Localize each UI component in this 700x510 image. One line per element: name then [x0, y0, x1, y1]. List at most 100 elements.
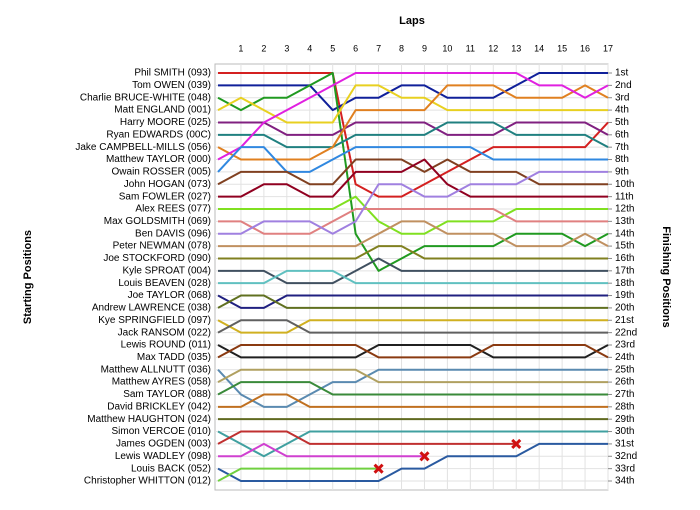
starting-label: Harry MOORE (025) — [120, 117, 211, 128]
driver-line — [218, 121, 609, 149]
y2-tick-label: 20th — [615, 303, 634, 314]
starting-label: Sam FOWLER (027) — [119, 191, 211, 202]
y2-tick-label: 6th — [615, 129, 629, 140]
y2-tick-label: 10th — [615, 179, 634, 190]
y2-tick-label: 8th — [615, 154, 629, 165]
y2-tick-label: 30th — [615, 426, 634, 437]
retired-marker — [373, 463, 384, 474]
y2-tick-label: 17th — [615, 265, 634, 276]
x-tick-label: 15 — [557, 43, 567, 53]
x-tick-label: 2 — [261, 43, 266, 53]
starting-label: Matthew ALLNUTT (036) — [101, 364, 211, 375]
y2-tick-label: 24th — [615, 352, 634, 363]
driver-line — [217, 84, 608, 124]
y2-tick-label: 33rd — [615, 463, 635, 474]
driver-line — [217, 84, 609, 161]
y2-tick-label: 5th — [615, 117, 629, 128]
y2-tick-label: 29th — [615, 414, 634, 425]
chart-title: Laps — [399, 15, 425, 27]
starting-label: Lewis WADLEY (098) — [115, 451, 211, 462]
driver-line — [217, 430, 517, 445]
starting-label: Matthew AYRES (058) — [112, 377, 211, 388]
y2-tick-label: 23rd — [615, 340, 635, 351]
x-tick-label: 8 — [399, 43, 404, 53]
starting-label: Jake CAMPBELL-MILLS (056) — [75, 142, 211, 153]
starting-label: Louis BACK (052) — [131, 463, 211, 474]
y2-tick-label: 4th — [615, 105, 629, 116]
y2-tick-label: 13th — [615, 216, 634, 227]
driver-line — [217, 294, 608, 309]
y2-tick-label: 22nd — [615, 327, 637, 338]
y2-tick-label: 3rd — [615, 92, 629, 103]
starting-label: Matthew HAUGHTON (024) — [87, 414, 211, 425]
driver-line — [218, 245, 608, 260]
x-tick-label: 6 — [353, 43, 358, 53]
starting-label: Owain ROSSER (005) — [112, 167, 211, 178]
starting-label: Matthew TAYLOR (000) — [106, 154, 211, 165]
y2-tick-label: 32nd — [615, 451, 637, 462]
y2-tick-label: 18th — [615, 278, 634, 289]
y2-tick-label: 25th — [615, 364, 634, 375]
y2-tick-label: 26th — [615, 377, 634, 388]
driver-line — [218, 208, 608, 235]
driver-line — [218, 442, 425, 458]
driver-line — [218, 170, 608, 235]
starting-label: Kyle SPROAT (004) — [122, 265, 211, 276]
y2-tick-label: 1st — [615, 68, 629, 79]
y2-tick-label: 28th — [615, 401, 634, 412]
starting-label: Andrew LAWRENCE (038) — [92, 303, 211, 314]
x-tick-label: 14 — [534, 43, 544, 53]
starting-label: Max TADD (035) — [137, 352, 211, 363]
x-tick-label: 1 — [238, 43, 243, 53]
y2-tick-label: 9th — [615, 167, 629, 178]
x-tick-label: 3 — [284, 43, 289, 53]
starting-label: Louis BEAVEN (028) — [118, 278, 211, 289]
driver-line — [217, 72, 609, 161]
starting-label: Jack RANSOM (022) — [118, 327, 211, 338]
x-tick-label: 10 — [442, 43, 452, 53]
driver-line — [217, 319, 608, 334]
driver-line — [217, 381, 608, 396]
starting-label: Phil SMITH (093) — [134, 68, 211, 79]
retired-marker — [511, 438, 522, 449]
y2-tick-label: 31st — [615, 439, 634, 450]
driver-line — [217, 344, 609, 359]
starting-label: Max GOLDSMITH (069) — [104, 216, 211, 227]
driver-line — [218, 121, 609, 136]
driver-line — [218, 195, 608, 235]
starting-label: Simon VERCOE (010) — [112, 426, 211, 437]
y2-tick-label: 14th — [615, 228, 634, 239]
starting-label: Tom OWEN (039) — [132, 80, 211, 91]
driver-line — [218, 72, 608, 112]
starting-label: Christopher WHITTON (012) — [84, 476, 211, 487]
starting-label: Joe TAYLOR (068) — [128, 290, 211, 301]
x-tick-label: 16 — [580, 43, 590, 53]
x-tick-label: 12 — [488, 43, 498, 53]
driver-line — [217, 467, 379, 482]
driver-line — [217, 430, 608, 458]
y2-tick-label: 15th — [615, 241, 634, 252]
driver-line — [217, 146, 608, 173]
starting-label: Ryan EDWARDS (00C) — [106, 129, 211, 140]
x-tick-label: 9 — [422, 43, 427, 53]
y2-tick-label: 21st — [615, 315, 634, 326]
starting-label: Ben DAVIS (096) — [135, 228, 211, 239]
driver-line — [217, 368, 608, 384]
x-tick-label: 13 — [511, 43, 521, 53]
starting-label: James OGDEN (003) — [116, 439, 211, 450]
y2-axis-label: Finishing Positions — [660, 226, 672, 327]
driver-line — [218, 158, 608, 198]
y2-tick-label: 2nd — [615, 80, 632, 91]
starting-label: Peter NEWMAN (078) — [113, 241, 211, 252]
driver-line — [217, 344, 609, 359]
x-tick-label: 11 — [466, 43, 475, 53]
starting-label: David BRICKLEY (042) — [107, 401, 211, 412]
starting-label: Lewis ROUND (011) — [121, 340, 211, 351]
y2-tick-label: 11th — [615, 191, 634, 202]
y-axis-label: Starting Positions — [22, 230, 34, 324]
x-tick-label: 4 — [307, 43, 312, 53]
driver-line — [218, 393, 608, 408]
starting-label: Matt ENGLAND (001) — [114, 105, 211, 116]
driver-line — [218, 220, 609, 248]
